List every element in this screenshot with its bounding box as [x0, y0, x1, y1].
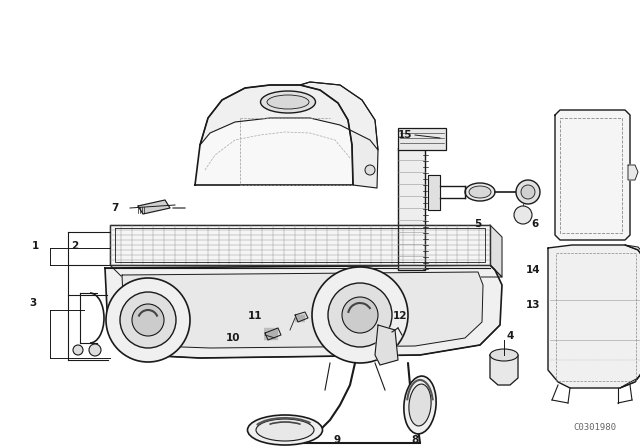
- Polygon shape: [490, 225, 502, 277]
- Ellipse shape: [490, 349, 518, 361]
- Polygon shape: [620, 245, 640, 388]
- Text: 1: 1: [31, 241, 38, 251]
- Ellipse shape: [267, 95, 309, 109]
- Polygon shape: [428, 175, 440, 210]
- Bar: [110, 225, 490, 265]
- Ellipse shape: [256, 419, 314, 441]
- Circle shape: [106, 278, 190, 362]
- Circle shape: [89, 344, 101, 356]
- Circle shape: [312, 267, 408, 363]
- Polygon shape: [398, 148, 425, 270]
- Text: 5: 5: [474, 219, 482, 229]
- Text: 14: 14: [525, 265, 540, 275]
- Polygon shape: [295, 312, 308, 322]
- Polygon shape: [555, 110, 630, 240]
- Polygon shape: [548, 245, 640, 388]
- Text: 9: 9: [333, 435, 340, 445]
- Text: 13: 13: [525, 300, 540, 310]
- Polygon shape: [110, 265, 502, 277]
- Polygon shape: [375, 325, 398, 365]
- Circle shape: [328, 283, 392, 347]
- Polygon shape: [490, 355, 518, 385]
- Polygon shape: [195, 85, 353, 185]
- Ellipse shape: [248, 415, 323, 445]
- Ellipse shape: [404, 376, 436, 434]
- Circle shape: [342, 297, 378, 333]
- Circle shape: [521, 185, 535, 199]
- Text: 6: 6: [531, 219, 539, 229]
- Polygon shape: [138, 200, 170, 214]
- Text: 7: 7: [111, 203, 118, 213]
- Polygon shape: [122, 272, 483, 348]
- Text: 15: 15: [397, 130, 412, 140]
- Ellipse shape: [409, 384, 431, 426]
- Ellipse shape: [260, 91, 316, 113]
- Text: 3: 3: [29, 298, 36, 308]
- Polygon shape: [265, 328, 281, 340]
- Circle shape: [73, 345, 83, 355]
- Text: 8: 8: [412, 435, 419, 445]
- Polygon shape: [200, 82, 378, 150]
- Text: 2: 2: [72, 241, 79, 251]
- Ellipse shape: [465, 183, 495, 201]
- Ellipse shape: [469, 186, 491, 198]
- Text: 4: 4: [506, 331, 514, 341]
- Circle shape: [514, 206, 532, 224]
- Bar: [560, 118, 622, 233]
- Text: C0301980: C0301980: [573, 423, 616, 432]
- Text: 10: 10: [226, 333, 240, 343]
- Bar: [556, 253, 636, 381]
- Circle shape: [132, 304, 164, 336]
- FancyBboxPatch shape: [398, 128, 446, 150]
- Polygon shape: [105, 265, 502, 358]
- Circle shape: [516, 180, 540, 204]
- Circle shape: [120, 292, 176, 348]
- Text: 12: 12: [393, 311, 407, 321]
- Polygon shape: [300, 82, 378, 188]
- Text: 11: 11: [248, 311, 262, 321]
- Polygon shape: [628, 165, 638, 180]
- Circle shape: [365, 165, 375, 175]
